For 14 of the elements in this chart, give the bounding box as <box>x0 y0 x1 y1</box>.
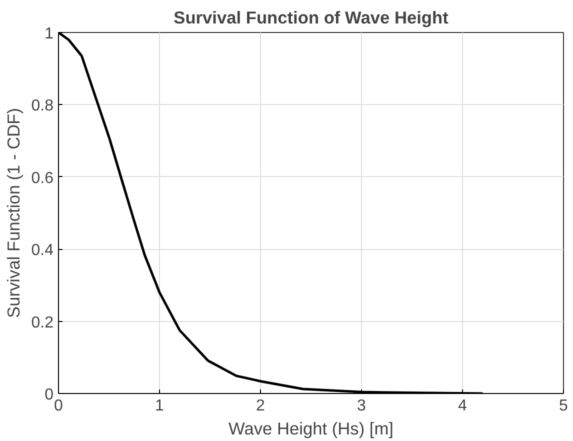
y-tick-label: 0.4 <box>31 242 54 260</box>
y-tick-label: 0.6 <box>31 170 54 187</box>
y-axis-title: Survival Function (1 - CDF) <box>3 108 24 318</box>
x-tick-label: 2 <box>256 398 266 414</box>
x-tick-label: 1 <box>155 398 164 414</box>
x-tick-label: 3 <box>357 398 366 414</box>
y-tick-label: 0 <box>44 386 54 404</box>
x-tick-label: 4 <box>458 398 468 414</box>
x-axis-title: Wave Height (Hs) [m] <box>228 418 394 438</box>
y-tick-label: 1 <box>44 26 54 42</box>
chart-title: Survival Function of Wave Height <box>174 8 449 28</box>
y-tick-label: 0.2 <box>31 314 54 332</box>
y-tick-label: 0.8 <box>31 98 54 115</box>
x-tick-label: 5 <box>559 398 568 414</box>
